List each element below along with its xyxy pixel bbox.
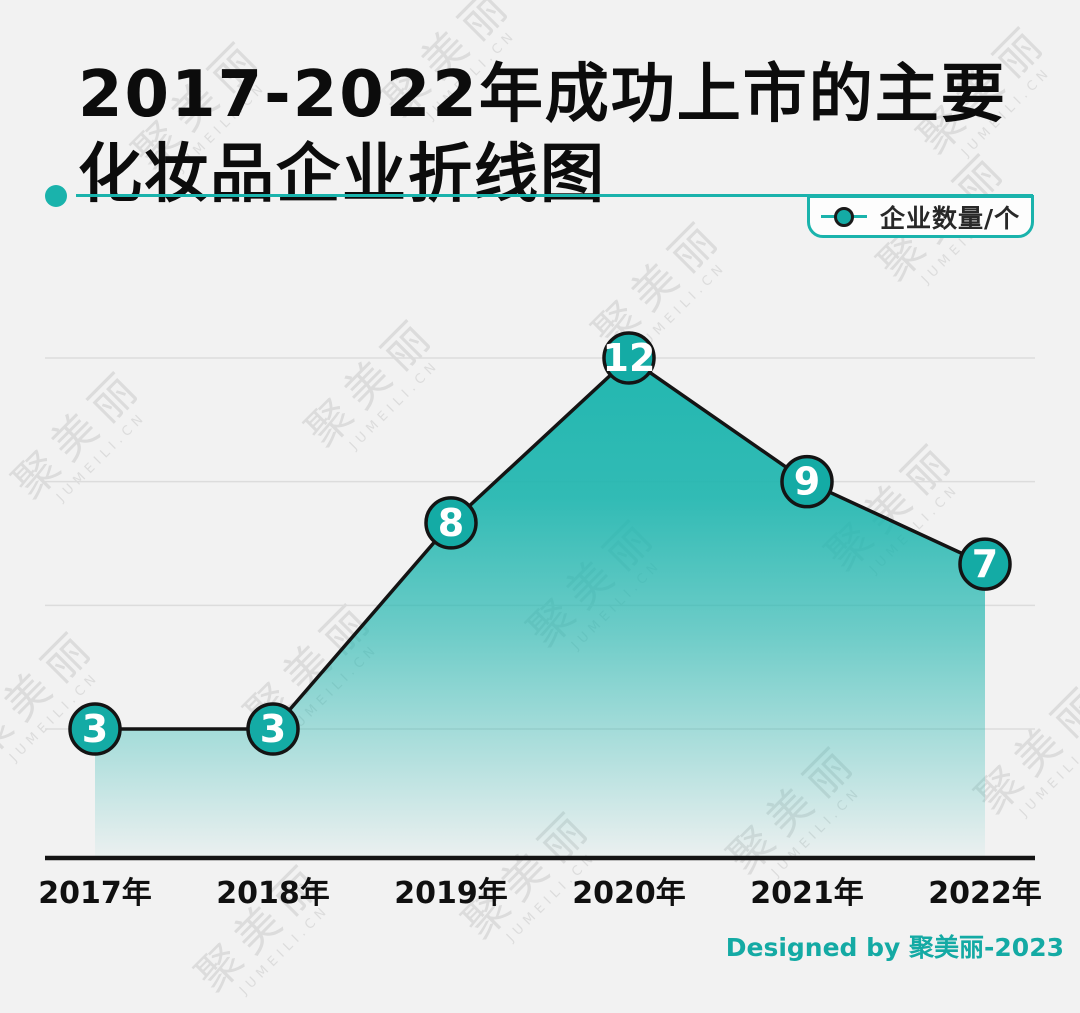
credit-text: Designed by 聚美丽-2023 xyxy=(725,933,1064,962)
page-title: 2017-2022年成功上市的主要 化妆品企业折线图 xyxy=(78,55,1007,215)
area-fill xyxy=(95,358,985,856)
data-point-label: 12 xyxy=(603,336,656,380)
x-axis-labels: 2017年 2018年 2019年 2020年 2021年 2022年 xyxy=(0,868,1080,911)
x-axis-label: 2020年 xyxy=(572,876,686,911)
data-point xyxy=(424,496,478,550)
data-point-label: 8 xyxy=(438,501,464,545)
data-point-label: 7 xyxy=(972,542,998,586)
page-title-line2: 化妆品企业折线图 xyxy=(78,137,606,212)
line-chart: 3 3 8 12 9 7 xyxy=(45,331,1035,861)
divider-line xyxy=(76,194,1033,197)
data-points: 3 3 8 12 9 7 xyxy=(68,331,1012,756)
x-axis-label: 2019年 xyxy=(394,876,508,911)
trend-line xyxy=(95,356,986,731)
data-point xyxy=(780,454,834,509)
legend: 企业数量/个 xyxy=(807,195,1034,238)
data-point-label: 3 xyxy=(82,707,108,751)
x-axis-label: 2018年 xyxy=(216,876,330,911)
legend-label: 企业数量/个 xyxy=(880,203,1021,233)
legend-line-marker-icon xyxy=(821,206,867,227)
data-point xyxy=(68,702,122,756)
x-axis-label: 2022年 xyxy=(928,876,1042,911)
data-point-label: 3 xyxy=(260,707,286,751)
data-point-label: 9 xyxy=(794,460,820,504)
page-title-line1: 2017-2022年成功上市的主要 xyxy=(78,57,1007,132)
data-point xyxy=(602,331,656,385)
data-point xyxy=(246,702,300,756)
data-point xyxy=(958,537,1012,591)
x-axis-label: 2021年 xyxy=(750,876,864,911)
divider-dot xyxy=(45,185,67,207)
x-axis-label: 2017年 xyxy=(38,876,152,911)
legend-dot-icon xyxy=(834,206,854,227)
